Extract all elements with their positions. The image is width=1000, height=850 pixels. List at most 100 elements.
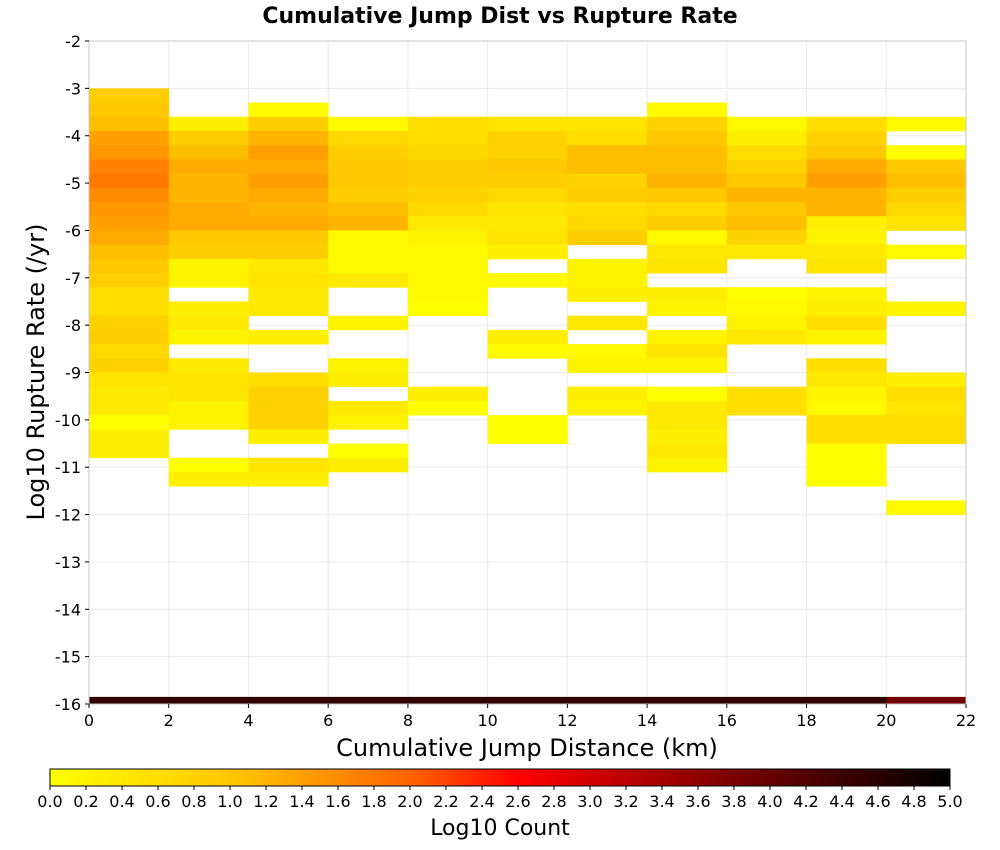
heatmap-cell [407, 400, 489, 416]
colorbar-tick-label: 0.2 [73, 792, 98, 811]
x-tick-label: 14 [637, 711, 657, 730]
heatmap-cell [806, 400, 887, 416]
heatmap-cell [886, 696, 967, 704]
y-tick-label: -4 [65, 127, 81, 146]
colorbar-tick-label: 4.0 [757, 792, 782, 811]
heatmap-cell [328, 116, 409, 132]
heatmap-cell [328, 372, 409, 388]
heatmap-cell [89, 202, 170, 217]
y-tick-label: -10 [55, 411, 81, 430]
heatmap-cell [89, 173, 170, 189]
heatmap-cell [886, 159, 967, 174]
heatmap-cell [487, 159, 568, 174]
heatmap-cell [886, 173, 967, 189]
heatmap-cell [89, 88, 170, 103]
heatmap-cell [89, 145, 170, 160]
y-tick-label: -7 [65, 269, 81, 288]
heatmap-cell [806, 429, 887, 444]
heatmap-cell [89, 400, 170, 416]
heatmap-cell [168, 230, 249, 246]
y-tick-label: -2 [65, 32, 81, 51]
heatmap-cell [248, 301, 329, 317]
heatmap-cell [726, 130, 807, 146]
heatmap-cells [89, 88, 967, 704]
heatmap-cell [647, 386, 728, 402]
heatmap-cell [407, 130, 489, 146]
heatmap-cell [328, 258, 409, 274]
colorbar-tick-label: 0.0 [37, 792, 62, 811]
heatmap-cell [647, 216, 728, 231]
heatmap-cell [89, 230, 170, 246]
colorbar-tick-label: 4.6 [865, 792, 890, 811]
y-tick-label: -14 [55, 600, 81, 619]
heatmap-cell [726, 696, 807, 704]
heatmap-cell [248, 159, 329, 174]
heatmap-cell [567, 358, 648, 373]
heatmap-cell [886, 301, 967, 317]
heatmap-cell [647, 287, 728, 302]
heatmap-cell [647, 457, 728, 473]
heatmap-cell [89, 696, 170, 704]
heatmap-cell [726, 400, 807, 416]
heatmap-cell [726, 386, 807, 402]
colorbar-tick-label: 4.2 [793, 792, 818, 811]
y-tick-label: -9 [65, 364, 81, 383]
heatmap-cell [168, 372, 249, 388]
heatmap-cell [168, 358, 249, 373]
heatmap-cell [168, 145, 249, 160]
heatmap-cell [89, 116, 170, 132]
colorbar-label: Log10 Count [430, 816, 570, 841]
heatmap-cell [487, 273, 568, 288]
colorbar-tick-label: 3.0 [577, 792, 602, 811]
heatmap-cell [806, 386, 887, 402]
heatmap-cell [407, 187, 489, 203]
heatmap-cell [168, 400, 249, 416]
heatmap-cell [647, 329, 728, 345]
heatmap-cell [567, 273, 648, 288]
heatmap-cell [567, 216, 648, 231]
x-tick-label: 20 [876, 711, 896, 730]
colorbar [49, 768, 951, 787]
heatmap-cell [248, 696, 329, 704]
heatmap-cell [248, 415, 329, 430]
heatmap-cell [89, 287, 170, 302]
colorbar-tick-label: 1.2 [253, 792, 278, 811]
heatmap-cell [248, 173, 329, 189]
heatmap-cell [806, 287, 887, 302]
heatmap-cell [487, 415, 568, 430]
heatmap-cell [806, 187, 887, 203]
colorbar-tick-label: 1.0 [217, 792, 242, 811]
heatmap-cell [806, 173, 887, 189]
heatmap-cell [647, 145, 728, 160]
heatmap-cell [248, 429, 329, 444]
heatmap-cell [647, 358, 728, 373]
heatmap-cell [726, 230, 807, 246]
heatmap-cell [487, 344, 568, 359]
heatmap-cell [328, 159, 409, 174]
x-tick-label: 12 [557, 711, 577, 730]
heatmap-cell [328, 273, 409, 288]
heatmap-cell [168, 315, 249, 331]
heatmap-cell [89, 329, 170, 345]
heatmap-cell [567, 230, 648, 246]
colorbar-tick-label: 3.6 [685, 792, 710, 811]
heatmap-cell [89, 358, 170, 373]
heatmap-cell [407, 258, 489, 274]
heatmap-cell [89, 344, 170, 359]
heatmap-cell [647, 187, 728, 203]
heatmap-cell [168, 457, 249, 473]
heatmap-cell [487, 216, 568, 231]
heatmap-cell [647, 159, 728, 174]
colorbar-tick-label: 4.4 [829, 792, 854, 811]
heatmap-cell [328, 130, 409, 146]
heatmap-cell [248, 258, 329, 274]
heatmap-cell [328, 415, 409, 430]
heatmap-cell [89, 415, 170, 430]
heatmap-cell [806, 457, 887, 473]
heatmap-cell [248, 471, 329, 487]
colorbar-tick-label: 3.4 [649, 792, 674, 811]
heatmap-cell [248, 230, 329, 246]
heatmap-cell [89, 216, 170, 231]
heatmap-cell [886, 415, 967, 430]
